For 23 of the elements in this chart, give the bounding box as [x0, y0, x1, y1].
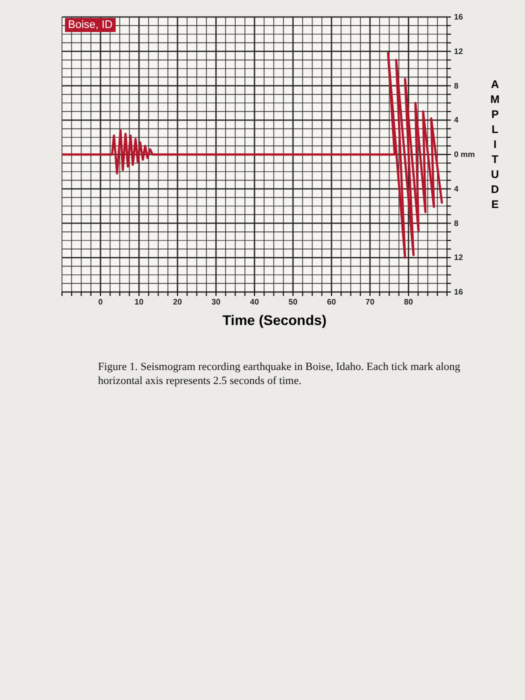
- x-tick-label: 40: [250, 298, 260, 307]
- y-tick-label: 16: [454, 288, 464, 297]
- x-tick-label: 70: [366, 298, 375, 307]
- y-tick-label: 12: [454, 46, 464, 56]
- y-tick-label: 16: [454, 12, 464, 22]
- x-tick-label: 30: [212, 298, 221, 307]
- x-tick-label: 0: [98, 298, 104, 307]
- y-tick-label: 12: [454, 253, 464, 262]
- y-tick-label: 8: [454, 218, 459, 228]
- caption: Figure 1. Seismogram recording earthquake in Boise, Idaho. Each tick mark along horizontal axis represents 2.5 seconds of time.: [98, 361, 461, 387]
- x-tick-label: 60: [327, 298, 336, 307]
- x-tick-label: 20: [173, 298, 182, 307]
- x-axis-title: Time (Seconds): [222, 312, 326, 328]
- y-tick-label: 8: [454, 81, 459, 90]
- text: AMPLITUDE: [490, 79, 500, 211]
- line-series: [60, 52, 444, 259]
- x-tick-label: 50: [288, 298, 298, 307]
- y-tick-label: 4: [454, 116, 459, 125]
- x-tick-label: 80: [404, 298, 414, 307]
- y-tick-label: 0 mm: [454, 150, 475, 160]
- x-tick-label: 10: [134, 298, 144, 307]
- chart-title: Boise, ID: [68, 19, 113, 31]
- y-tick-label: 4: [454, 184, 459, 194]
